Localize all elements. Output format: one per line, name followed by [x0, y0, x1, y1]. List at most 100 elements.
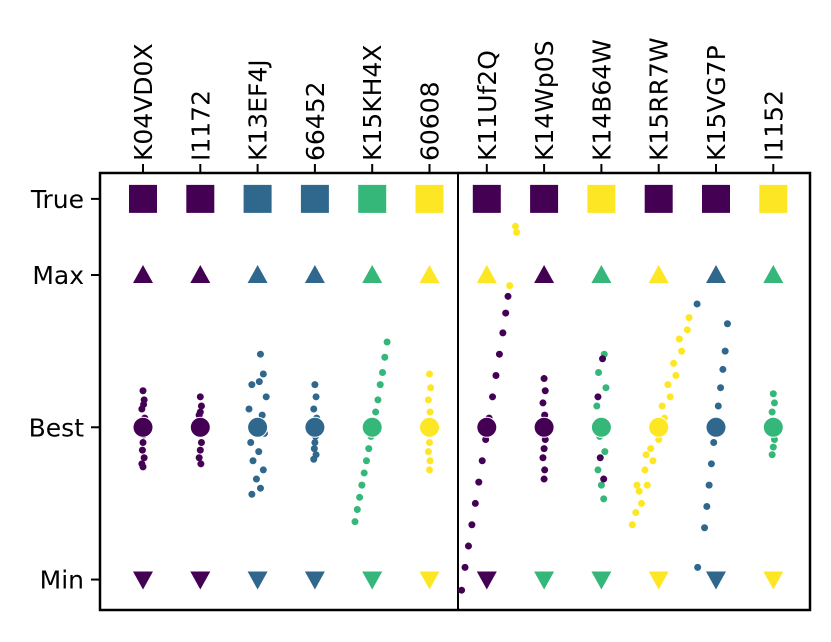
min-marker [591, 571, 612, 590]
best-marker [419, 416, 440, 438]
sample-point [248, 381, 256, 389]
sample-point [383, 338, 391, 346]
sample-point [426, 370, 433, 378]
sample-point [694, 563, 702, 571]
max-marker [247, 265, 268, 284]
sample-point [197, 439, 205, 447]
x-tick-label: K13EF4J [244, 59, 273, 161]
sample-point [255, 448, 263, 456]
true-marker [358, 184, 387, 213]
sample-point [666, 393, 674, 401]
best-marker [705, 416, 727, 438]
sample-point [426, 408, 434, 416]
sample-point [633, 481, 641, 489]
sample-point [647, 445, 655, 453]
sample-point [471, 499, 479, 507]
true-marker [129, 184, 157, 213]
true-marker [243, 184, 272, 213]
sample-point [539, 399, 547, 407]
sample-point [499, 329, 507, 337]
sample-point [506, 282, 514, 290]
sample-point [374, 396, 382, 404]
sample-point [642, 451, 650, 459]
sample-point [649, 457, 657, 465]
sample-point [256, 484, 264, 492]
true-marker [587, 184, 616, 213]
min-marker [763, 571, 784, 590]
sample-point [675, 335, 683, 343]
sample-point [492, 372, 500, 380]
true-marker [186, 184, 215, 213]
max-marker [534, 265, 555, 284]
max-marker [190, 265, 211, 284]
sample-point [356, 493, 364, 501]
sample-point [595, 368, 603, 376]
sample-point [683, 326, 691, 334]
sample-point [424, 448, 432, 456]
sample-point [310, 455, 318, 463]
sample-point [365, 445, 373, 453]
y-tick-label: Max [32, 261, 84, 290]
true-marker [644, 184, 673, 213]
max-marker [476, 265, 497, 284]
x-tick-label: K11Uf2Q [473, 50, 502, 161]
sample-point [539, 454, 547, 462]
sample-point [196, 446, 204, 454]
sample-point [259, 466, 267, 474]
max-marker [591, 265, 612, 284]
x-tick-label: 66452 [301, 81, 330, 161]
sample-point [504, 292, 512, 300]
sample-point [541, 466, 549, 474]
sample-point [597, 481, 605, 489]
sample-point [358, 481, 366, 489]
x-tick-label: I1172 [186, 90, 215, 161]
sample-point [540, 475, 548, 483]
sample-point [717, 384, 725, 392]
min-marker [534, 571, 555, 590]
sample-point [601, 448, 609, 456]
sample-point [249, 457, 257, 465]
best-marker [648, 416, 670, 438]
x-tick-label: K15KH4X [358, 45, 387, 161]
sample-point [685, 314, 693, 322]
sample-point [703, 502, 711, 510]
true-marker [702, 184, 730, 213]
sample-point [245, 405, 253, 413]
sample-point [710, 439, 718, 447]
sample-point [197, 402, 205, 410]
true-marker [472, 184, 501, 213]
sample-point [635, 487, 643, 495]
best-marker [361, 416, 383, 438]
y-tick-label: Min [40, 566, 84, 595]
sample-point [196, 408, 204, 416]
sample-point [495, 350, 503, 358]
sample-point [513, 228, 521, 236]
x-tick-label: K14B64W [587, 39, 616, 161]
sample-point [768, 451, 776, 459]
max-marker [763, 265, 784, 284]
sample-point [599, 355, 607, 363]
true-marker [530, 184, 559, 213]
sample-point [139, 439, 147, 447]
sample-point [678, 347, 686, 355]
sample-point [594, 466, 602, 474]
true-marker [759, 184, 788, 213]
x-tick-label: K15VG7P [702, 45, 731, 161]
best-marker [304, 416, 326, 438]
sample-point [262, 393, 270, 401]
max-marker [362, 265, 383, 284]
sample-point [372, 408, 380, 416]
sample-point [602, 384, 610, 392]
sample-point [705, 481, 713, 489]
max-marker [648, 265, 669, 284]
sample-point [196, 393, 204, 401]
min-marker [476, 571, 497, 590]
sample-point [379, 368, 387, 376]
x-tick-label: K15RR7W [645, 37, 674, 161]
sample-point [424, 396, 432, 404]
sample-point [664, 381, 672, 389]
best-marker [533, 416, 555, 438]
min-marker [648, 571, 669, 590]
sample-point [310, 445, 318, 453]
